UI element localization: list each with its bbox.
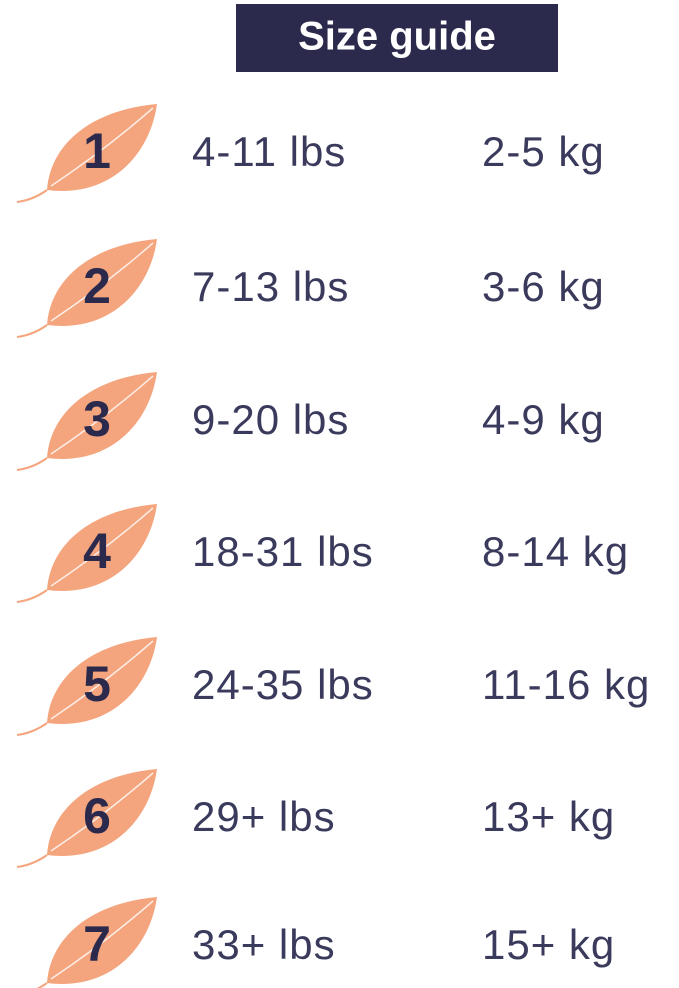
leaf-stem	[16, 722, 48, 736]
weight-kg: 4-9 kg	[482, 396, 605, 443]
weight-kg: 11-16 kg	[482, 661, 650, 708]
leaf-stem	[36, 982, 48, 988]
leaf	[36, 897, 157, 988]
size-row: 2 7-13 lbs 3-6 kg	[16, 239, 605, 338]
leaf-vein	[50, 772, 154, 852]
leaf-vein	[50, 242, 154, 322]
leaf-vein	[50, 375, 154, 455]
title-box	[236, 4, 558, 72]
size-number: 2	[83, 258, 111, 314]
size-row: 4 18-31 lbs 8-14 kg	[16, 504, 629, 603]
weight-lbs: 7-13 lbs	[192, 263, 349, 310]
leaf-stem	[16, 589, 48, 603]
size-number: 3	[83, 391, 111, 447]
size-number: 7	[83, 916, 111, 972]
weight-lbs: 9-20 lbs	[192, 396, 349, 443]
weight-lbs: 18-31 lbs	[192, 528, 374, 575]
leaf-vein	[50, 107, 154, 187]
leaf-stem	[16, 324, 48, 338]
title: Size guide	[298, 15, 496, 59]
leaf	[16, 504, 157, 603]
weight-kg: 8-14 kg	[482, 528, 629, 575]
weight-kg: 15+ kg	[482, 921, 615, 968]
size-row: 5 24-35 lbs 11-16 kg	[16, 637, 650, 736]
leaf-vein	[50, 640, 154, 720]
weight-kg: 3-6 kg	[482, 263, 605, 310]
weight-lbs: 33+ lbs	[192, 921, 336, 968]
weight-kg: 13+ kg	[482, 793, 615, 840]
leaf-stem	[16, 457, 48, 471]
leaf-vein	[50, 507, 154, 587]
leaf	[16, 769, 157, 868]
size-row: 1 4-11 lbs 2-5 kg	[16, 104, 605, 203]
leaf-stem	[16, 189, 48, 203]
leaf	[16, 239, 157, 338]
weight-lbs: 24-35 lbs	[192, 661, 374, 708]
size-number: 6	[83, 788, 111, 844]
size-number: 1	[83, 123, 111, 179]
weight-lbs: 4-11 lbs	[192, 128, 346, 175]
size-row: 3 9-20 lbs 4-9 kg	[16, 372, 605, 471]
leaf-vein	[50, 900, 154, 980]
size-number: 5	[83, 656, 111, 712]
size-row: 7 33+ lbs 15+ kg	[36, 897, 615, 988]
weight-lbs: 29+ lbs	[192, 793, 336, 840]
leaf	[16, 637, 157, 736]
size-number: 4	[83, 523, 111, 579]
leaf	[16, 104, 157, 203]
size-row: 6 29+ lbs 13+ kg	[16, 769, 615, 868]
leaf-stem	[16, 854, 48, 868]
weight-kg: 2-5 kg	[482, 128, 605, 175]
leaf	[16, 372, 157, 471]
